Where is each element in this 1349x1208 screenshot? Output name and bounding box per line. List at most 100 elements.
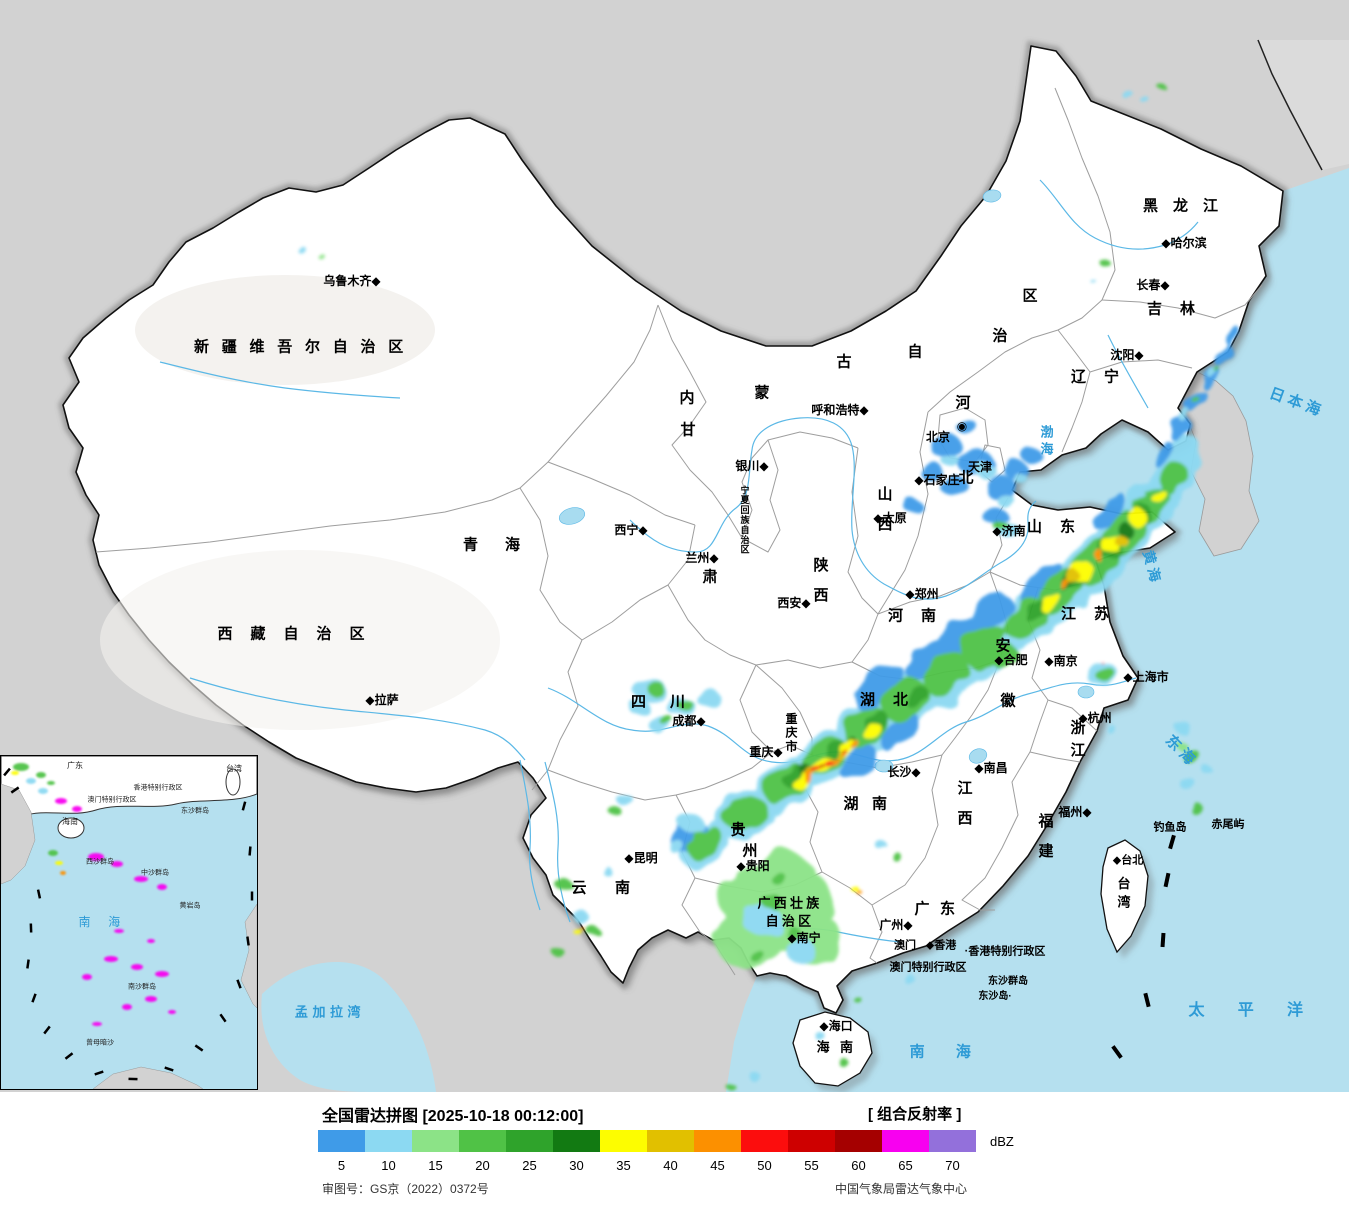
radar-echo bbox=[752, 852, 812, 892]
legend-panel: 全国雷达拼图 [2025-10-18 00:12:00] [ 组合反射率 ] d… bbox=[0, 1092, 1349, 1208]
legend-swatch-55 bbox=[788, 1130, 835, 1152]
radar-echo bbox=[1022, 448, 1042, 464]
legend-tick-40: 40 bbox=[663, 1158, 678, 1173]
radar-echo bbox=[995, 522, 1009, 532]
radar-echo bbox=[802, 771, 814, 781]
radar-echo bbox=[1152, 440, 1172, 466]
legend-swatch-65 bbox=[882, 1130, 929, 1152]
legend-swatch-30 bbox=[553, 1130, 600, 1152]
south-china-sea-inset bbox=[0, 755, 258, 1090]
terrain-tarim bbox=[135, 275, 435, 385]
radar-echo bbox=[1175, 740, 1185, 748]
radar-echo bbox=[155, 971, 169, 977]
radar-echo bbox=[818, 762, 824, 768]
legend-tick-65: 65 bbox=[898, 1158, 913, 1173]
legend-swatch-20 bbox=[459, 1130, 506, 1152]
legend-tick-70: 70 bbox=[945, 1158, 960, 1173]
radar-echo bbox=[26, 778, 36, 784]
legend-swatch-35 bbox=[600, 1130, 647, 1152]
russia-coast-line bbox=[1257, 39, 1323, 171]
nine-dash-line bbox=[1111, 834, 1176, 1059]
legend-tick-35: 35 bbox=[616, 1158, 631, 1173]
legend-source: 中国气象局雷达气象中心 bbox=[835, 1182, 968, 1196]
radar-echo bbox=[557, 880, 573, 892]
radar-echo bbox=[678, 813, 702, 831]
legend-product: [ 组合反射率 ] bbox=[868, 1106, 962, 1123]
legend-tick-15: 15 bbox=[428, 1158, 443, 1173]
radar-echo bbox=[1175, 722, 1191, 734]
legend-swatch-70 bbox=[929, 1130, 976, 1152]
legend-tick-45: 45 bbox=[710, 1158, 725, 1173]
radar-echo bbox=[668, 840, 684, 852]
legend-title: 全国雷达拼图 [2025-10-18 00:12:00] bbox=[322, 1108, 584, 1125]
radar-echo bbox=[145, 996, 157, 1002]
radar-echo bbox=[675, 697, 691, 709]
radar-echo bbox=[82, 974, 92, 980]
radar-echo bbox=[574, 929, 582, 935]
radar-echo bbox=[1187, 801, 1201, 811]
legend-unit: dBZ bbox=[990, 1133, 1014, 1149]
radar-echo bbox=[1103, 722, 1113, 730]
radar-echo bbox=[1068, 572, 1080, 584]
radar-echo bbox=[992, 646, 1018, 668]
legend-swatch-45 bbox=[694, 1130, 741, 1152]
legend-tick-50: 50 bbox=[757, 1158, 772, 1173]
radar-echo bbox=[11, 771, 19, 775]
radar-echo bbox=[823, 758, 831, 766]
legend-swatch-25 bbox=[506, 1130, 553, 1152]
radar-echo bbox=[727, 1085, 737, 1091]
radar-echo bbox=[750, 1074, 762, 1082]
radar-echo bbox=[646, 681, 664, 695]
radar-echo bbox=[784, 926, 800, 938]
radar-echo bbox=[861, 721, 879, 737]
inset-vietnam bbox=[1, 783, 36, 885]
taiwan-island bbox=[1100, 839, 1149, 954]
radar-echo bbox=[1122, 91, 1134, 99]
radar-echo bbox=[1114, 534, 1126, 546]
radar-echo bbox=[975, 463, 995, 477]
radar-echo bbox=[157, 884, 167, 890]
radar-echo bbox=[785, 938, 815, 962]
lakes bbox=[558, 189, 1095, 773]
inset-luzon bbox=[240, 903, 257, 1009]
radar-echo bbox=[586, 925, 598, 935]
radar-echo bbox=[854, 665, 906, 711]
radar-echo bbox=[1213, 365, 1219, 371]
inset-borneo bbox=[92, 1066, 204, 1089]
radar-echo bbox=[956, 418, 976, 434]
russia-coast-corner bbox=[1258, 40, 1349, 170]
radar-echo bbox=[92, 1022, 102, 1026]
radar-echo bbox=[900, 972, 912, 980]
radar-echo bbox=[1170, 415, 1190, 441]
radar-echo bbox=[906, 640, 950, 680]
radar-echo bbox=[550, 945, 562, 955]
radar-echo bbox=[72, 806, 82, 812]
radar-echo bbox=[1159, 85, 1167, 91]
radar-echo bbox=[318, 255, 326, 259]
radar-echo bbox=[922, 651, 968, 695]
radar-echo bbox=[168, 1010, 176, 1014]
radar-echo bbox=[852, 887, 860, 893]
radar-echo bbox=[1039, 592, 1061, 612]
radar-echo bbox=[104, 956, 118, 962]
legend-swatch-15 bbox=[412, 1130, 459, 1152]
radar-echo bbox=[815, 1032, 825, 1040]
legend-swatch-10 bbox=[365, 1130, 412, 1152]
legend-tick-20: 20 bbox=[475, 1158, 490, 1173]
radar-echo bbox=[984, 475, 1016, 499]
radar-echo bbox=[1089, 278, 1095, 282]
radar-echo bbox=[983, 507, 1007, 525]
radar-echo bbox=[111, 861, 123, 867]
legend-swatch-60 bbox=[835, 1130, 882, 1152]
legend-swatch-40 bbox=[647, 1130, 694, 1152]
legend-tick-10: 10 bbox=[381, 1158, 396, 1173]
radar-echo bbox=[749, 950, 765, 962]
radar-echo-layer bbox=[295, 85, 1241, 1091]
radar-echo bbox=[580, 926, 584, 930]
radar-echo bbox=[60, 871, 66, 875]
radar-echo bbox=[601, 866, 611, 874]
radar-echo bbox=[295, 245, 305, 251]
radar-echo bbox=[1134, 492, 1146, 504]
radar-echo bbox=[929, 433, 961, 457]
